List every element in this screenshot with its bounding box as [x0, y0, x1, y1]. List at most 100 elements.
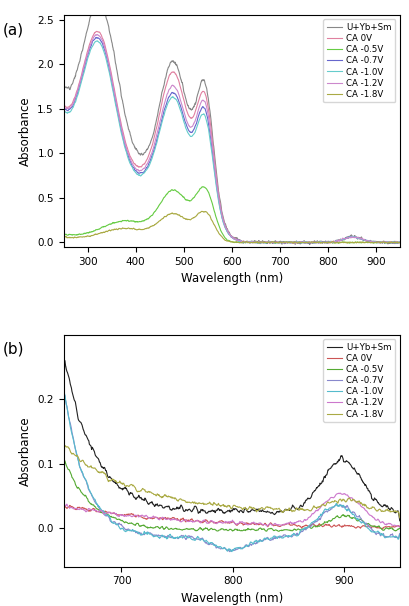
- Line: CA -0.5V: CA -0.5V: [63, 461, 399, 531]
- U+Yb+Sm: [396, 239, 401, 246]
- CA -1.0V: [148, 530, 153, 538]
- CA -0.7V: [148, 529, 153, 536]
- CA -1.8V: [61, 474, 66, 482]
- CA -1.2V: [258, 521, 263, 528]
- CA 0V: [94, 28, 99, 35]
- CA -1.2V: [216, 196, 221, 204]
- CA -1.0V: [61, 441, 66, 448]
- CA -0.7V: [213, 544, 218, 551]
- CA -0.5V: [286, 527, 291, 534]
- CA -0.5V: [216, 222, 221, 230]
- CA 0V: [213, 519, 218, 527]
- CA -0.7V: [396, 530, 401, 538]
- CA 0V: [121, 512, 126, 519]
- CA 0V: [285, 521, 290, 528]
- CA -0.7V: [333, 237, 338, 244]
- CA 0V: [61, 156, 66, 163]
- CA -0.7V: [237, 238, 242, 245]
- CA -1.8V: [200, 208, 204, 215]
- Y-axis label: Absorbance: Absorbance: [19, 416, 31, 485]
- CA 0V: [142, 159, 147, 166]
- CA -1.8V: [314, 504, 319, 511]
- CA -1.0V: [237, 237, 242, 244]
- CA -1.2V: [177, 93, 182, 101]
- Line: CA 0V: CA 0V: [63, 505, 399, 529]
- CA -0.7V: [61, 442, 66, 449]
- CA -1.0V: [177, 104, 182, 112]
- CA -0.7V: [93, 34, 98, 41]
- CA -1.2V: [94, 31, 99, 38]
- CA -0.7V: [315, 517, 319, 524]
- CA -0.5V: [148, 524, 153, 531]
- CA -0.5V: [333, 239, 338, 246]
- CA -1.0V: [315, 516, 319, 523]
- CA -1.0V: [396, 531, 401, 538]
- U+Yb+Sm: [314, 484, 319, 491]
- CA -0.5V: [259, 525, 264, 533]
- CA 0V: [148, 514, 153, 522]
- Text: (b): (b): [3, 342, 25, 357]
- CA -0.5V: [61, 234, 66, 241]
- CA -0.7V: [260, 537, 265, 544]
- Line: CA -1.0V: CA -1.0V: [63, 41, 399, 244]
- CA 0V: [259, 521, 264, 528]
- Line: CA -0.7V: CA -0.7V: [63, 38, 399, 243]
- CA -0.5V: [61, 483, 66, 490]
- CA 0V: [378, 525, 383, 533]
- CA -1.8V: [63, 442, 67, 449]
- CA -1.0V: [213, 542, 218, 549]
- CA 0V: [216, 193, 221, 201]
- CA -1.2V: [147, 514, 152, 521]
- CA -1.8V: [290, 239, 295, 247]
- CA -1.0V: [229, 548, 234, 555]
- CA 0V: [392, 239, 397, 246]
- CA -0.7V: [389, 239, 394, 247]
- CA -1.0V: [95, 37, 100, 44]
- CA -0.7V: [216, 198, 221, 205]
- CA -1.8V: [148, 488, 153, 496]
- CA 0V: [177, 81, 182, 88]
- CA -1.8V: [216, 230, 221, 237]
- CA -1.8V: [392, 239, 397, 246]
- U+Yb+Sm: [61, 145, 66, 152]
- Line: CA -1.0V: CA -1.0V: [63, 394, 399, 551]
- Legend: U+Yb+Sm, CA 0V, CA -0.5V, CA -0.7V, CA -1.0V, CA -1.2V, CA -1.8V: U+Yb+Sm, CA 0V, CA -0.5V, CA -0.7V, CA -…: [322, 339, 394, 422]
- CA -1.0V: [62, 390, 67, 398]
- CA 0V: [333, 238, 338, 245]
- CA -1.8V: [142, 225, 147, 232]
- Text: (a): (a): [3, 22, 24, 37]
- CA -0.5V: [177, 190, 182, 197]
- U+Yb+Sm: [392, 239, 397, 247]
- CA -1.8V: [396, 239, 401, 246]
- CA -1.8V: [259, 504, 264, 511]
- CA -1.8V: [177, 211, 182, 219]
- CA -1.8V: [333, 239, 338, 246]
- CA -1.8V: [61, 236, 66, 244]
- CA -1.0V: [333, 237, 338, 244]
- CA -1.2V: [120, 511, 125, 519]
- CA -1.8V: [213, 501, 218, 508]
- CA -1.0V: [392, 239, 397, 246]
- U+Yb+Sm: [61, 422, 66, 429]
- CA -1.2V: [396, 524, 401, 531]
- CA 0V: [237, 238, 242, 245]
- U+Yb+Sm: [237, 237, 242, 244]
- CA -0.7V: [142, 166, 147, 173]
- CA -1.0V: [286, 533, 291, 541]
- CA -0.7V: [286, 532, 291, 539]
- CA -0.7V: [392, 239, 397, 246]
- CA -1.0V: [396, 238, 401, 245]
- CA -1.2V: [285, 520, 290, 527]
- Line: U+Yb+Sm: U+Yb+Sm: [63, 361, 399, 521]
- CA -1.0V: [216, 200, 221, 207]
- CA -0.7V: [396, 239, 401, 246]
- Line: CA 0V: CA 0V: [63, 32, 399, 243]
- CA -1.2V: [337, 490, 342, 497]
- CA -0.5V: [121, 518, 126, 525]
- CA -0.5V: [272, 240, 277, 247]
- CA -0.5V: [396, 525, 401, 532]
- CA -0.5V: [142, 216, 147, 224]
- CA -1.2V: [333, 237, 338, 244]
- CA -1.8V: [285, 507, 290, 514]
- CA 0V: [396, 239, 401, 246]
